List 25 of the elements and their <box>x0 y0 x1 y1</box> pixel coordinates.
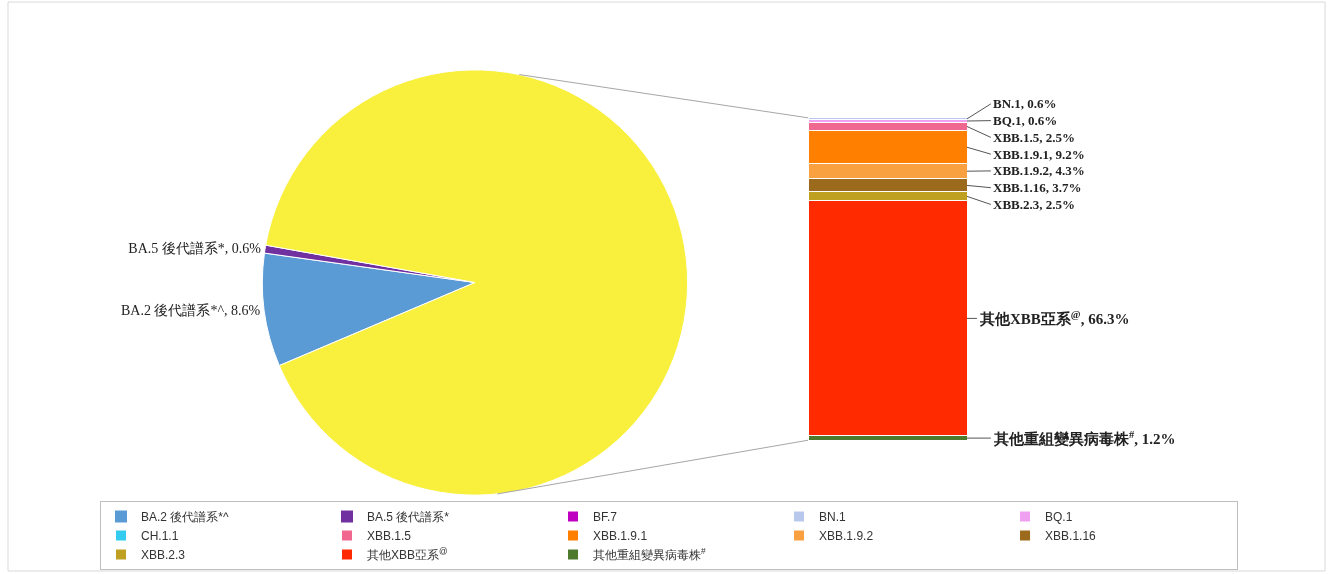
data-label: XBB.1.9.1, 9.2% <box>993 147 1085 162</box>
data-label: 其他重組變異病毒株$^{#}$, 1.2% <box>993 429 1176 448</box>
data-label: XBB.2.3, 2.5% <box>993 197 1075 212</box>
data-label: BN.1, 0.6% <box>993 96 1057 111</box>
legend-label: XBB.1.16 <box>1045 529 1097 544</box>
data-label: BA.5 後代譜系*, 0.6% <box>128 241 262 257</box>
legend-label: 其他重組變異病毒株$^{#}$ <box>593 546 707 563</box>
data-label: XBB.1.9.2, 4.3% <box>993 163 1085 178</box>
data-label: 其他XBB亞系$^{@}$, 66.3% <box>979 309 1130 328</box>
legend-label: BA.5 後代譜系* <box>367 510 450 525</box>
legend-label: BA.2 後代譜系*^ <box>141 510 230 525</box>
legend-label: BN.1 <box>819 510 847 525</box>
legend-label: XBB.1.5 <box>367 529 412 544</box>
data-label: XBB.1.16, 3.7% <box>993 180 1082 195</box>
legend-label: CH.1.1 <box>141 529 179 544</box>
legend-label: BQ.1 <box>1045 510 1073 525</box>
legend-label: XBB.1.9.2 <box>819 529 874 544</box>
legend-label: 其他XBB亞系$^{@}$ <box>367 546 448 563</box>
data-label: BQ.1, 0.6% <box>993 113 1058 128</box>
data-label: BA.2 後代譜系*^, 8.6% <box>120 302 261 318</box>
legend-label: BF.7 <box>593 510 618 525</box>
data-label: XBB.1.5, 2.5% <box>993 130 1075 145</box>
legend-label: XBB.2.3 <box>141 548 186 563</box>
pie-slice <box>265 69 689 496</box>
legend-label: XBB.1.9.1 <box>593 529 648 544</box>
